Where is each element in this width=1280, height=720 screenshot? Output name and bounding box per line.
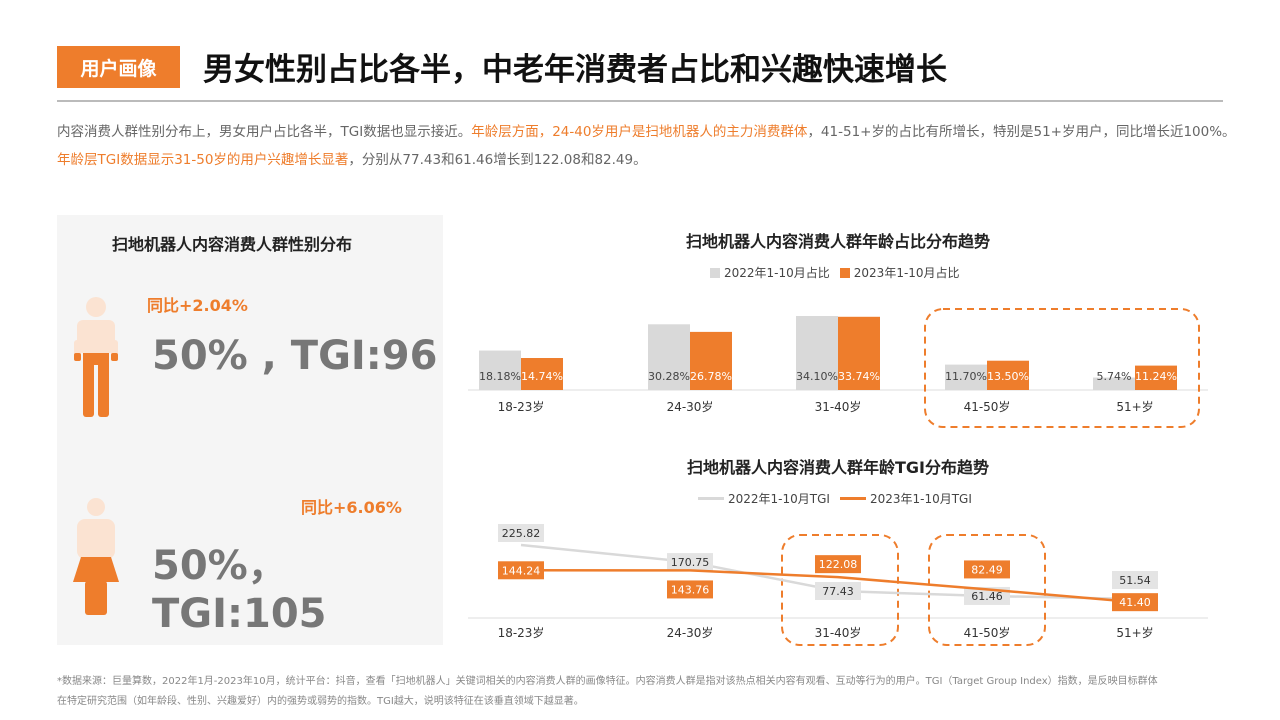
legend-item: 2023年1-10月TGI	[839, 490, 972, 507]
x-tick-label: 31-40岁	[815, 625, 862, 640]
x-tick-label: 18-23岁	[498, 399, 545, 414]
bar-label: 14.74%	[521, 370, 563, 383]
legend-swatch	[710, 268, 720, 278]
point-label: 61.46	[971, 590, 1003, 603]
legend-label: 2022年1-10月TGI	[728, 492, 830, 506]
age-share-title: 扫地机器人内容消费人群年龄占比分布趋势	[685, 232, 990, 251]
bar-label: 11.24%	[1135, 370, 1177, 383]
desc-highlight: 年龄层TGI数据显示31-50岁的用户兴趣增长显著	[57, 152, 349, 168]
legend-label: 2023年1-10月占比	[853, 266, 960, 280]
point-label-box	[498, 523, 544, 542]
bar-label: 30.28%	[648, 370, 690, 383]
female-icon	[73, 498, 119, 615]
bar-label: 13.50%	[987, 370, 1029, 383]
point-label: 41.40	[1119, 596, 1151, 609]
point-label: 122.08	[819, 558, 858, 571]
x-tick-label: 24-30岁	[667, 399, 714, 414]
footnote: *数据来源：巨量算数，2022年1月-2023年10月，统计平台：抖音，查看「扫…	[57, 672, 1237, 712]
point-label: 143.76	[671, 583, 710, 596]
bar	[1093, 377, 1135, 390]
legend-item: 2023年1-10月占比	[839, 264, 960, 281]
point-label: 225.82	[502, 527, 541, 540]
gender-panel: 扫地机器人内容消费人群性别分布 同比+2.04% 50% , TGI:96 同比…	[57, 215, 443, 645]
x-tick-label: 24-30岁	[667, 625, 714, 640]
legend-item: 2022年1-10月TGI	[698, 490, 830, 507]
legend-swatch	[839, 268, 850, 278]
bar-label: 34.10%	[796, 370, 838, 383]
highlight-box	[781, 534, 899, 646]
male-yoy: 同比+2.04%	[147, 296, 248, 315]
point-label: 82.49	[971, 563, 1003, 576]
point-label-box	[964, 560, 1010, 579]
x-tick-label: 51+岁	[1116, 399, 1153, 414]
bar	[648, 324, 690, 390]
bar	[479, 350, 521, 390]
legend-line	[698, 497, 724, 500]
desc-text: 内容消费人群性别分布上，男女用户占比各半，TGI数据也显示接近。	[57, 124, 472, 140]
bar-label: 33.74%	[838, 370, 880, 383]
series-line	[520, 569, 1136, 604]
desc-text: ，分别从77.43和61.46增长到122.08和82.49。	[348, 152, 647, 168]
x-tick-label: 51+岁	[1116, 625, 1153, 640]
bar	[838, 316, 880, 390]
legend-line	[839, 497, 866, 500]
x-tick-label: 31-40岁	[815, 399, 862, 414]
point-label-box	[667, 580, 713, 599]
point-label-box	[1112, 593, 1158, 612]
point-label: 144.24	[502, 564, 541, 577]
point-label: 51.54	[1119, 574, 1151, 587]
point-label-box	[1112, 571, 1158, 590]
point-label-box	[498, 561, 544, 580]
bar-label: 11.70%	[945, 370, 987, 383]
age-tgi-title: 扫地机器人内容消费人群年龄TGI分布趋势	[686, 458, 989, 477]
age-share-legend: 2022年1-10月占比 2023年1-10月占比	[710, 264, 960, 281]
desc-highlight: 年龄层方面，24-40岁用户是扫地机器人的主力消费群体	[471, 124, 808, 140]
male-icon	[74, 297, 118, 417]
bar-label: 26.78%	[690, 370, 732, 383]
description: 内容消费人群性别分布上，男女用户占比各半，TGI数据也显示接近。年龄层方面，24…	[57, 118, 1237, 174]
page-title: 男女性别占比各半，中老年消费者占比和兴趣快速增长	[203, 52, 947, 88]
gender-title: 扫地机器人内容消费人群性别分布	[112, 235, 353, 254]
x-tick-label: 41-50岁	[964, 399, 1011, 414]
bar-label: 18.18%	[479, 370, 521, 383]
bar	[796, 316, 838, 390]
divider	[57, 100, 1223, 102]
legend-label: 2022年1-10月占比	[724, 266, 830, 280]
point-label-box	[667, 553, 713, 572]
bar	[690, 331, 732, 390]
male-value: 50% , TGI:96	[152, 333, 438, 379]
point-label-box	[815, 581, 861, 600]
section-tag: 用户画像	[57, 46, 180, 88]
bar	[945, 364, 987, 390]
x-tick-label: 18-23岁	[498, 625, 545, 640]
female-value: 50%，TGI:105	[152, 543, 327, 637]
bar	[987, 360, 1029, 390]
footnote-line: *数据来源：巨量算数，2022年1月-2023年10月，统计平台：抖音，查看「扫…	[57, 676, 1158, 687]
footnote-line: 在特定研究范围（如年龄段、性别、兴趣爱好）内的强势或弱势的指数。TGI越大，说明…	[57, 696, 584, 707]
desc-text: ，41-51+岁的占比有所增长，特别是51+岁用户，同比增长近100%。	[807, 124, 1236, 140]
point-label: 77.43	[822, 585, 854, 598]
legend-item: 2022年1-10月占比	[710, 264, 830, 281]
highlight-box	[924, 308, 1200, 428]
highlight-box	[928, 534, 1046, 646]
point-label: 170.75	[671, 556, 710, 569]
bar	[1135, 365, 1177, 390]
female-yoy: 同比+6.06%	[301, 498, 402, 517]
bar-label: 5.74%	[1097, 370, 1132, 383]
x-tick-label: 41-50岁	[964, 625, 1011, 640]
legend-label: 2023年1-10月TGI	[869, 492, 972, 506]
age-tgi-legend: 2022年1-10月TGI 2023年1-10月TGI	[698, 490, 972, 507]
point-label-box	[815, 555, 861, 574]
bar	[521, 358, 563, 390]
